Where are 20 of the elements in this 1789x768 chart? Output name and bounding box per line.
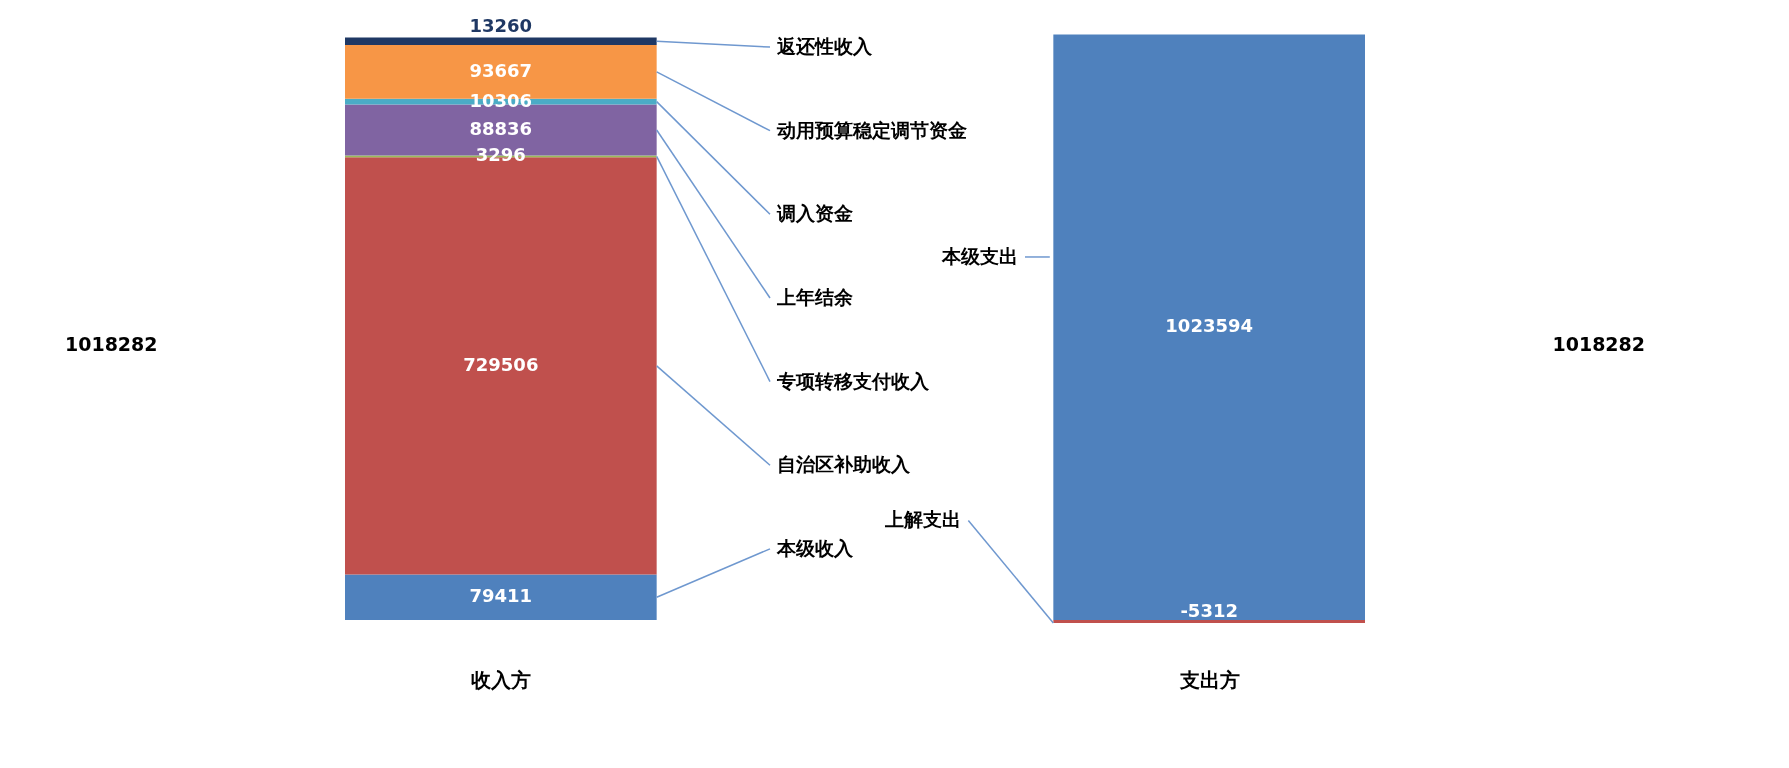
annotation: 1018282	[64, 332, 158, 355]
data-label: 1023594	[1165, 315, 1253, 337]
data-label: -5312	[1180, 599, 1238, 621]
series-label: 本级支出	[940, 244, 1018, 267]
text: 动用预算稳定调节资金	[776, 118, 968, 141]
text: 调入资金	[776, 202, 854, 225]
text: 上年结余	[776, 285, 855, 308]
text: 自治区补助收入	[777, 453, 912, 476]
x-tick-label: 收入方	[471, 667, 532, 692]
data-label: 79411	[469, 585, 533, 607]
data-label: 13260	[469, 15, 533, 36]
data-label: 729506	[463, 353, 539, 375]
data-label: 93667	[469, 59, 533, 81]
x-tick-label: 支出方	[1178, 667, 1240, 692]
text: 专项转移支付收入	[776, 369, 931, 392]
data-label: 88836	[469, 118, 533, 139]
annotation: 1018282	[1552, 332, 1646, 355]
text: 上解支出	[884, 508, 962, 531]
text: 返还性收入	[776, 35, 874, 58]
text: 本级收入	[776, 536, 855, 559]
